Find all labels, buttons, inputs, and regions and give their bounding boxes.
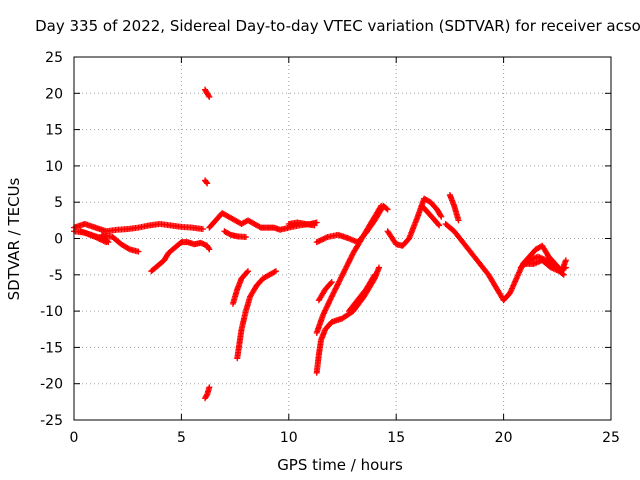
data-point-marker [311, 222, 318, 229]
y-tick-label: 25 [45, 50, 63, 66]
data-point-marker [271, 268, 278, 275]
data-point-marker [244, 268, 251, 275]
data-point-marker [204, 180, 211, 187]
data-point-marker [436, 222, 443, 229]
y-tick-label: -5 [49, 268, 63, 284]
chart-title: Day 335 of 2022, Sidereal Day-to-day VTE… [35, 17, 640, 35]
data-point-marker [125, 245, 132, 252]
y-tick-label: -10 [40, 304, 63, 320]
y-tick-label: 20 [45, 86, 63, 102]
x-tick-label: 15 [387, 430, 405, 446]
data-point-marker [244, 269, 251, 276]
data-point-marker [203, 179, 210, 186]
y-tick-label: -20 [40, 377, 63, 393]
data-point-marker [206, 384, 213, 391]
data-point-marker [370, 273, 377, 280]
data-point-marker [384, 206, 391, 213]
data-point-marker [560, 271, 567, 278]
x-tick-label: 10 [280, 430, 298, 446]
y-tick-label: 0 [54, 232, 63, 248]
data-point-marker [103, 239, 110, 246]
data-point-marker [203, 392, 210, 399]
data-point-marker [376, 264, 383, 271]
data-point-marker [272, 268, 279, 275]
y-tick-label: -15 [40, 340, 63, 356]
x-tick-label: 0 [70, 430, 79, 446]
x-tick-label: 25 [602, 430, 620, 446]
y-axis-label: SDTVAR / TECUs [5, 177, 23, 300]
data-point-marker [242, 234, 249, 241]
data-point-marker [562, 257, 569, 264]
data-point-marker [205, 92, 212, 99]
data-point-marker [561, 265, 568, 272]
data-point-marker [438, 213, 445, 220]
data-point-marker [205, 245, 212, 252]
data-point-marker [455, 217, 462, 224]
x-axis-label: GPS time / hours [277, 456, 403, 474]
y-tick-label: 15 [45, 123, 63, 139]
data-point-marker [328, 279, 335, 286]
data-point-marker [383, 205, 390, 212]
data-point-marker [135, 248, 142, 255]
data-point-marker [437, 212, 444, 219]
y-tick-label: 5 [54, 195, 63, 211]
data-point-marker [435, 221, 442, 228]
data-points [71, 86, 569, 402]
y-tick-label: 10 [45, 159, 63, 175]
x-tick-label: 5 [177, 430, 186, 446]
data-point-marker [206, 246, 213, 253]
y-tick-label: -25 [40, 413, 63, 429]
axis-ticks: 0 5 10 15 20 25 25 20 15 10 5 0 -5 -10 -15 -20 -25 [40, 50, 620, 446]
x-tick-label: 20 [495, 430, 513, 446]
data-point-marker [371, 271, 378, 278]
data-point-marker [199, 226, 206, 233]
data-point-marker [327, 280, 334, 287]
data-point-marker [206, 93, 213, 100]
data-point-marker [562, 264, 569, 271]
